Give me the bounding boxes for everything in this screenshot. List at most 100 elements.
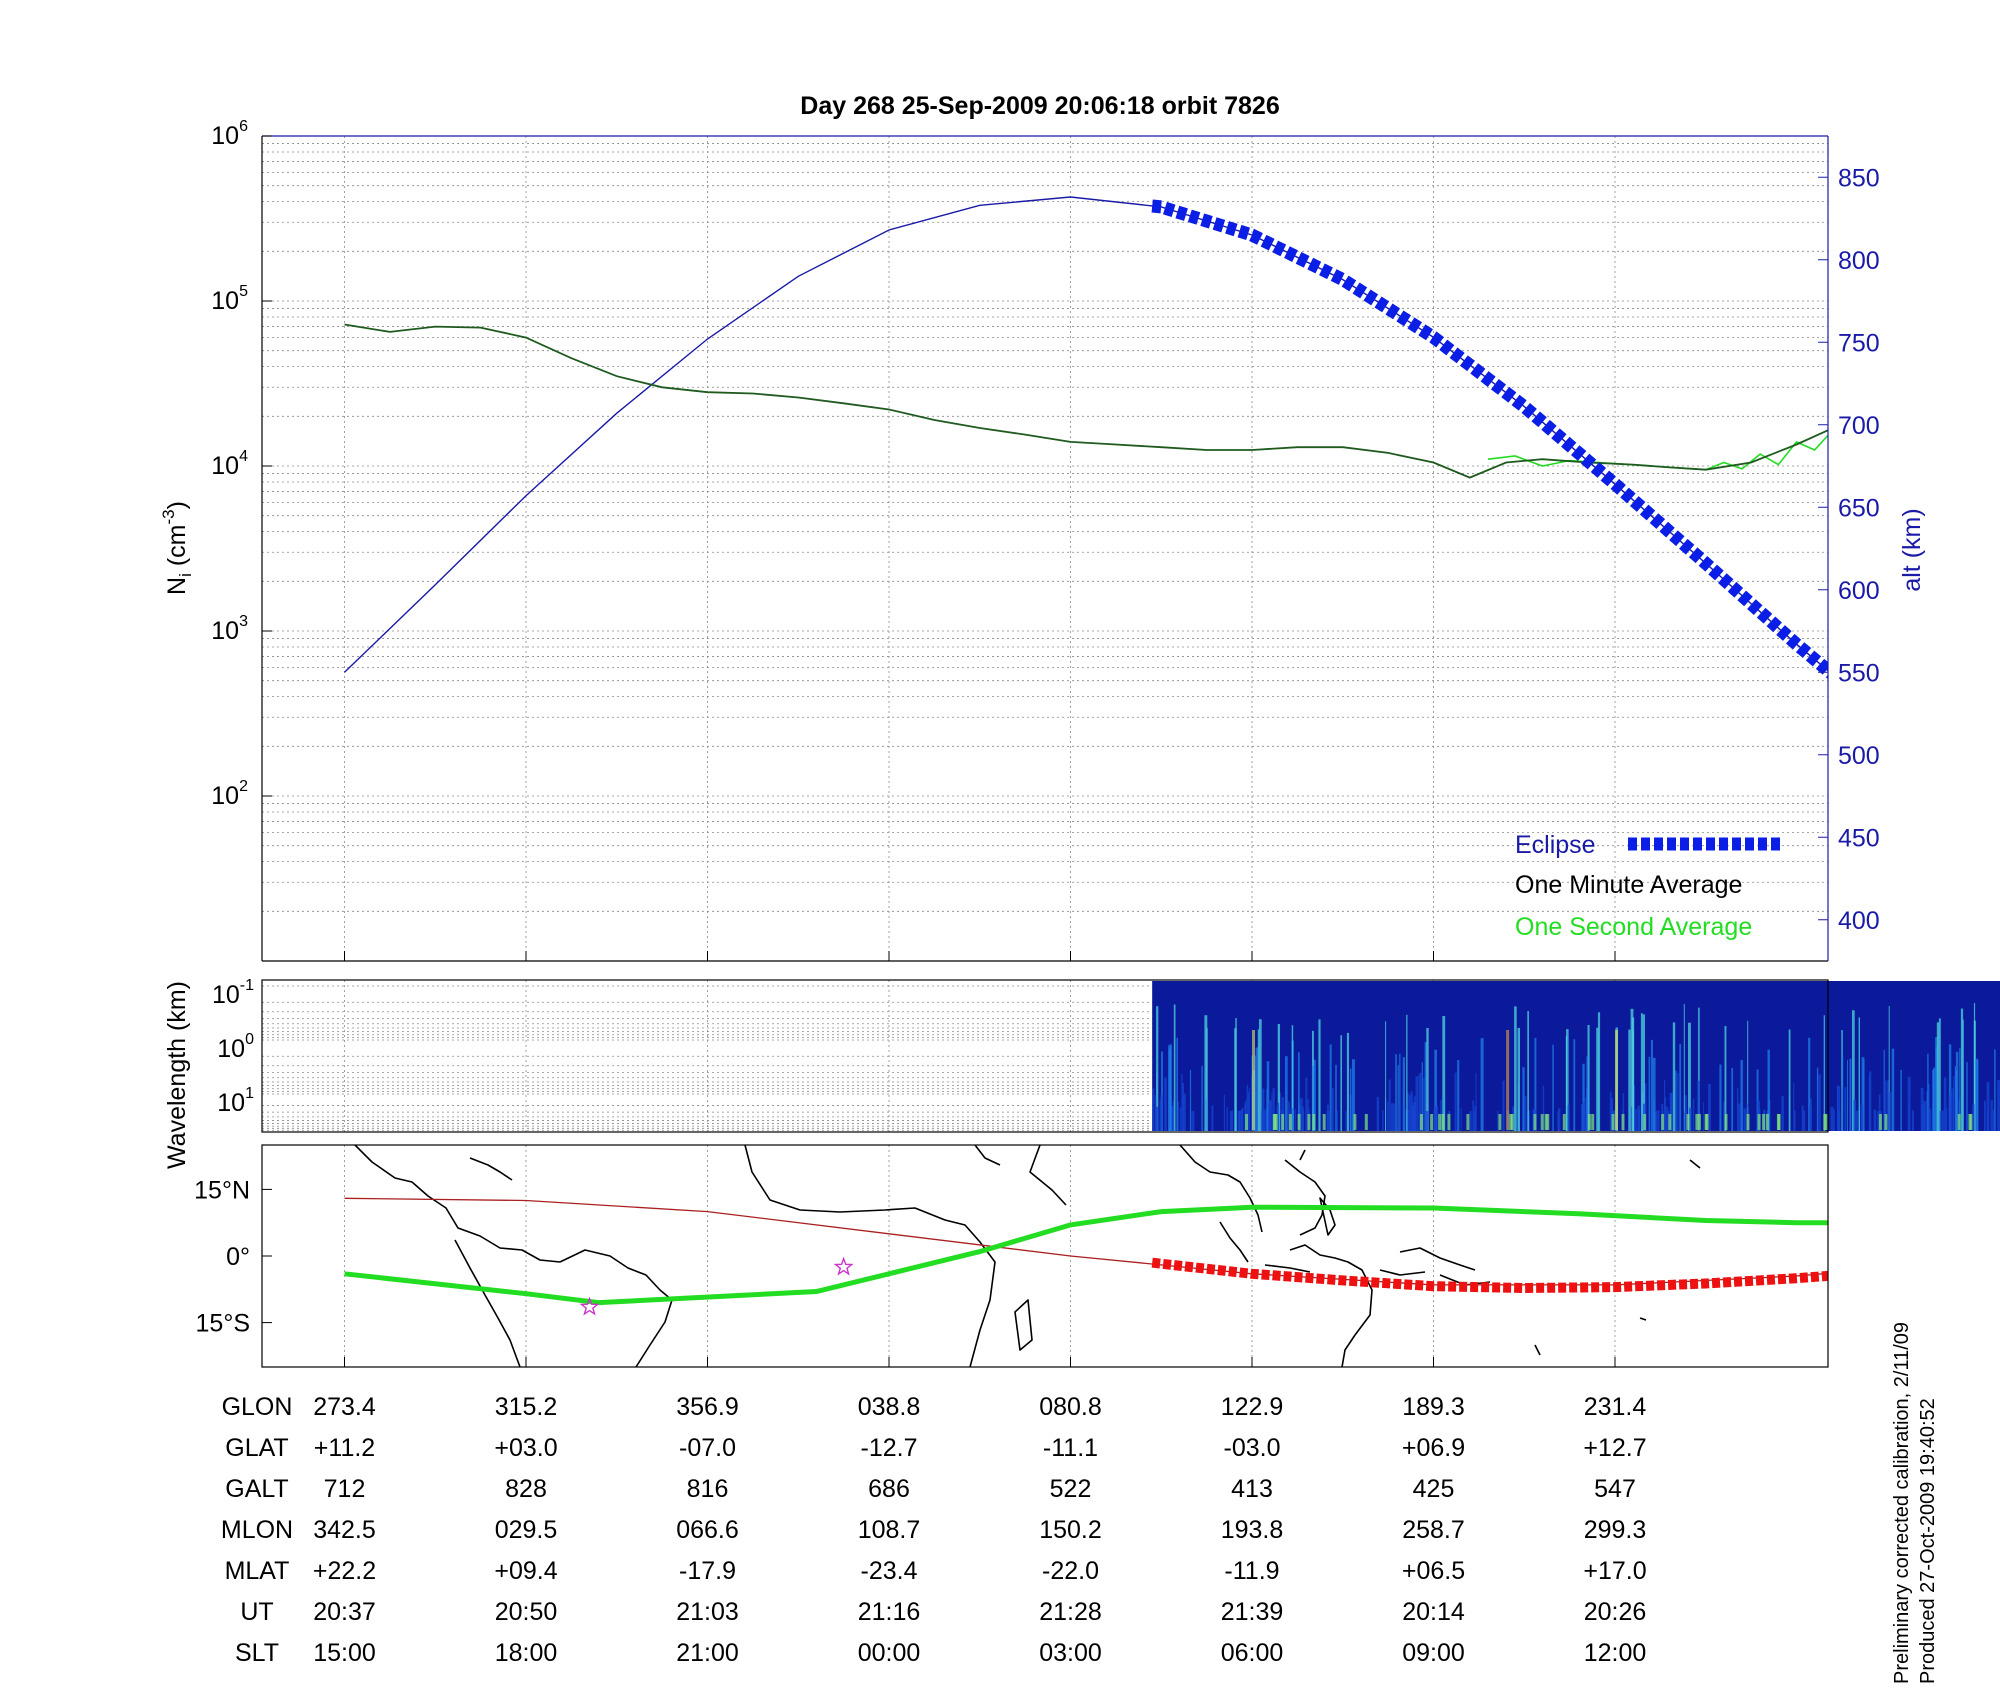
ground-track-y-ticks: 15°N 0° 15°S xyxy=(194,1176,272,1338)
spectrogram-streak xyxy=(1582,1102,1586,1131)
spectrogram-streak xyxy=(1426,1028,1429,1131)
spectrogram-streak xyxy=(1298,1052,1300,1131)
y-tick-label: 106 xyxy=(211,118,248,150)
y-tick-exp: -1 xyxy=(240,977,254,994)
spectrogram-hot xyxy=(1562,1114,1566,1130)
spectrogram-streak xyxy=(1858,1017,1860,1131)
table-cell: 21:16 xyxy=(858,1598,921,1626)
spectrogram-streak xyxy=(1635,1109,1638,1131)
spectrogram-streak xyxy=(1582,1063,1585,1131)
spectrogram-streak xyxy=(1154,1094,1157,1131)
spectrogram-streak xyxy=(1781,1096,1784,1131)
spectrogram-streak xyxy=(1257,1029,1260,1131)
ground-track-panel: 15°N 0° 15°S xyxy=(194,1144,1829,1368)
spectrogram-streak xyxy=(1891,1048,1895,1131)
spectrogram-streak xyxy=(1433,1108,1437,1131)
spectrogram-streak xyxy=(1650,1039,1653,1131)
spectrogram-streak xyxy=(1346,1032,1349,1131)
spectrogram-streak xyxy=(1376,1096,1380,1131)
spectrogram-hot xyxy=(1757,1114,1761,1130)
spectrogram-streak xyxy=(1808,1037,1811,1131)
spectrogram-streak xyxy=(1399,1053,1401,1131)
spectrogram-streak xyxy=(1665,1106,1668,1131)
spectrogram-streak xyxy=(1948,1044,1952,1131)
spectrogram-hot xyxy=(1643,1114,1647,1130)
spectrogram-streak xyxy=(1329,1044,1332,1131)
spectrogram-streak xyxy=(1888,1006,1890,1131)
spectrogram-hot xyxy=(1272,1114,1276,1130)
spectrogram-streak xyxy=(1997,1080,2000,1131)
spectrogram-streak xyxy=(1248,1087,1250,1131)
spectrogram-streak xyxy=(1242,1107,1244,1131)
spectrogram-streak xyxy=(1648,1056,1651,1131)
spectrogram-streak xyxy=(1935,1037,1938,1131)
spectrogram-streak xyxy=(1397,1106,1399,1131)
legend-eclipse: Eclipse xyxy=(1515,831,1596,859)
table-cell: 21:00 xyxy=(676,1639,739,1667)
spectrogram-streak xyxy=(1809,1106,1812,1131)
spectrogram-streak xyxy=(1179,1107,1182,1131)
spectrogram-streak xyxy=(1183,1093,1186,1131)
table-cell: 273.4 xyxy=(313,1393,376,1421)
table-cell: 816 xyxy=(687,1475,729,1503)
spectrogram-streak xyxy=(1990,1099,1993,1131)
star-marker xyxy=(579,1296,600,1316)
spectrogram-hot xyxy=(1587,1114,1591,1130)
spectrogram-streak xyxy=(1837,1086,1840,1131)
y-tick-exp: 3 xyxy=(239,613,248,630)
table-cell: 18:00 xyxy=(495,1639,558,1667)
spectrogram-hot xyxy=(1438,1114,1442,1130)
y-tick-label: 105 xyxy=(211,283,248,315)
spectrogram-streak xyxy=(1255,1047,1259,1131)
spectrogram-streak xyxy=(1878,1094,1881,1131)
spectrogram-streak xyxy=(1642,1014,1645,1131)
table-cell: +06.5 xyxy=(1402,1557,1465,1585)
table-cell: 029.5 xyxy=(495,1516,558,1544)
spectrogram-streak xyxy=(1524,1096,1527,1131)
legend-minute: One Minute Average xyxy=(1515,871,1742,899)
spectrogram-streak xyxy=(1719,1064,1722,1131)
spectrogram-streak xyxy=(1833,1109,1835,1131)
spectrogram-streak xyxy=(1454,1072,1457,1131)
spectrogram-streak xyxy=(1472,1100,1474,1131)
spectrogram-streak xyxy=(1420,1072,1422,1131)
spectrogram-hot xyxy=(1544,1114,1548,1130)
y-tick-exp: 2 xyxy=(239,778,248,795)
spectrogram-streak xyxy=(1640,1013,1643,1131)
spectrogram-streak xyxy=(1698,1007,1700,1131)
spectrogram-streak xyxy=(1558,1108,1561,1131)
spectrogram-hot xyxy=(1498,1114,1502,1130)
spectrogram-streak xyxy=(1950,1089,1953,1131)
spectrogram-streak xyxy=(1460,1107,1462,1131)
spectrogram-hot xyxy=(1540,1114,1544,1130)
spectrogram-streak xyxy=(1847,1060,1848,1131)
spectrogram-hot xyxy=(1288,1114,1292,1130)
table-cell: 21:28 xyxy=(1039,1598,1102,1626)
table-cell: -23.4 xyxy=(861,1557,918,1585)
spectrogram-streak xyxy=(1955,1051,1959,1131)
spectrogram-streak xyxy=(1731,1068,1734,1131)
spectrogram-hot xyxy=(1322,1114,1326,1130)
spectrogram-streak xyxy=(1239,1110,1242,1131)
table-cell: -22.0 xyxy=(1042,1557,1099,1585)
spectrogram-streak xyxy=(1480,1038,1484,1131)
spectrogram-streak xyxy=(1793,1110,1796,1131)
spectrogram-streak xyxy=(1984,1100,1986,1131)
spectrogram-streak xyxy=(1908,1102,1910,1131)
spectrogram-streak xyxy=(1397,1065,1399,1131)
spectrogram-streak xyxy=(1664,1097,1667,1131)
table-cell: 258.7 xyxy=(1402,1516,1465,1544)
spectrogram-streak xyxy=(1176,1037,1178,1131)
spectrogram-streak xyxy=(1948,1096,1951,1131)
spectrogram-streak xyxy=(1675,1070,1677,1131)
y-tick-label: 104 xyxy=(211,448,248,480)
spectrogram-streak xyxy=(1994,1049,1996,1131)
star-marker xyxy=(833,1256,854,1276)
table-cell: 108.7 xyxy=(858,1516,921,1544)
spectrogram-streak xyxy=(1708,1084,1711,1131)
y-tick-label: 103 xyxy=(211,613,248,645)
spectrogram-streak xyxy=(1723,1101,1725,1131)
spectrogram-streak xyxy=(1246,1084,1249,1131)
